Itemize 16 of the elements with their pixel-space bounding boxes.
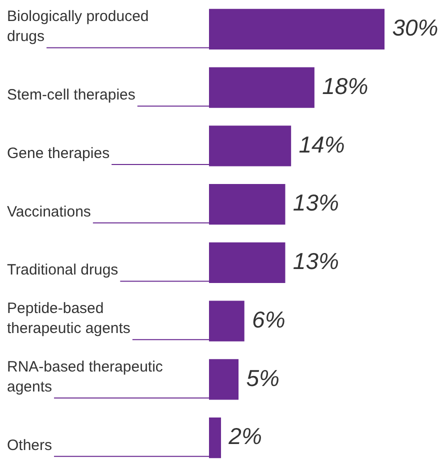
data-label: 14% bbox=[298, 131, 345, 158]
data-label: 13% bbox=[292, 248, 339, 274]
y-tick-label: Stem-cell therapies bbox=[7, 86, 136, 104]
y-tick-label: Vaccinations bbox=[7, 203, 91, 220]
y-tick-label: RNA-based therapeutic agents bbox=[7, 358, 164, 396]
data-label: 2% bbox=[228, 423, 262, 450]
data-label: 6% bbox=[252, 306, 286, 332]
data-label: 18% bbox=[322, 72, 368, 99]
data-label: 5% bbox=[246, 364, 280, 391]
y-tick-label: Biologically produced drugs bbox=[7, 8, 149, 46]
y-tick-label: Traditional drugs bbox=[7, 262, 118, 279]
data-label: 13% bbox=[292, 190, 339, 216]
y-tick-label: Gene therapies bbox=[7, 144, 110, 162]
data-label: 30% bbox=[392, 14, 438, 41]
y-tick-label: Others bbox=[7, 436, 52, 454]
y-tick-label: Peptide-based therapeutic agents bbox=[7, 300, 130, 338]
